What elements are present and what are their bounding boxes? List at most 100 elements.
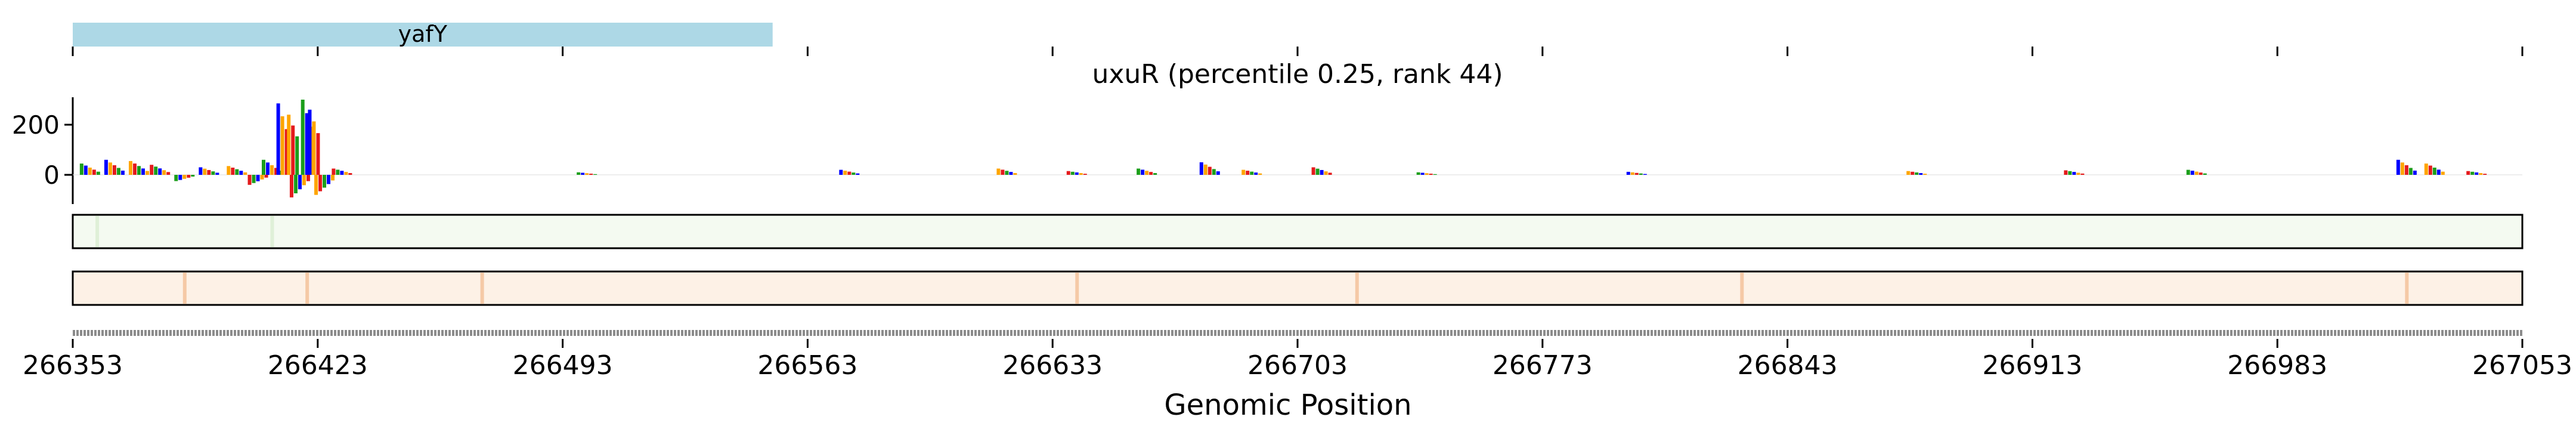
sequence-base: [1146, 330, 1148, 336]
sequence-base: [756, 330, 758, 336]
sequence-base: [1490, 330, 1492, 336]
sequence-base: [942, 330, 945, 336]
sequence-base: [398, 330, 401, 336]
signal-bar: [227, 166, 231, 175]
sequence-base: [2012, 330, 2014, 336]
signal-bar: [2404, 165, 2408, 175]
signal-bar: [295, 136, 299, 175]
sequence-base: [1049, 330, 1052, 336]
sequence-base: [1511, 330, 1513, 336]
sequence-base: [413, 330, 415, 336]
sequence-base: [1887, 330, 1889, 336]
sequence-base: [1701, 330, 1703, 336]
sequence-base: [863, 330, 866, 336]
sequence-base: [1325, 330, 1327, 336]
sequence-base: [1933, 330, 1936, 336]
sequence-base: [1021, 330, 1023, 336]
sequence-base: [982, 330, 984, 336]
sequence-base: [309, 330, 311, 336]
signal-bar: [1153, 173, 1157, 175]
signal-bar: [332, 168, 336, 175]
sequence-base: [1955, 330, 1957, 336]
sequence-base: [1075, 330, 1077, 336]
sequence-base: [831, 330, 834, 336]
sequence-base: [1286, 330, 1288, 336]
sequence-base: [634, 330, 637, 336]
sequence-base: [1851, 330, 1853, 336]
signal-bar: [2199, 172, 2203, 175]
sequence-base: [1007, 330, 1009, 336]
sequence-base: [1754, 330, 1757, 336]
sequence-base: [931, 330, 934, 336]
signal-bar: [266, 162, 270, 175]
sequence-base: [1236, 330, 1238, 336]
sequence-base: [2431, 330, 2433, 336]
sequence-base: [731, 330, 733, 336]
sequence-base: [2477, 330, 2479, 336]
sequence-base: [499, 330, 501, 336]
sequence-base: [1665, 330, 1667, 336]
sequence-base: [1647, 330, 1649, 336]
sequence-base: [2366, 330, 2368, 336]
sequence-base: [642, 330, 644, 336]
signal-bar: [1906, 171, 1911, 175]
sequence-base: [699, 330, 701, 336]
sequence-base: [656, 330, 658, 336]
sequence-base: [1107, 330, 1109, 336]
sequence-base: [1554, 330, 1556, 336]
sequence-base: [695, 330, 698, 336]
sequence-base: [1525, 330, 1528, 336]
sequence-base: [1515, 330, 1517, 336]
sequence-base: [2033, 330, 2036, 336]
sequence-base: [1575, 330, 1578, 336]
sequence-base: [366, 330, 369, 336]
sequence-base: [914, 330, 916, 336]
sequence-base: [237, 330, 240, 336]
sequence-base: [144, 330, 147, 336]
sequence-base: [1375, 330, 1377, 336]
sequence-base: [2116, 330, 2118, 336]
sequence-base: [1915, 330, 1918, 336]
sequence-base: [252, 330, 254, 336]
sequence-base: [187, 330, 190, 336]
sequence-base: [1668, 330, 1671, 336]
signal-bar: [1199, 162, 1203, 175]
sequence-base: [76, 330, 79, 336]
signal-bar: [2203, 173, 2207, 175]
sequence-base: [1028, 330, 1030, 336]
sequence-base: [1432, 330, 1435, 336]
sequence-base: [1264, 330, 1267, 336]
sequence-base: [1371, 330, 1374, 336]
sequence-base: [1468, 330, 1470, 336]
sequence-base: [2398, 330, 2401, 336]
sequence-base: [2248, 330, 2250, 336]
sequence-base: [871, 330, 873, 336]
sequence-base: [842, 330, 844, 336]
signal-bar: [581, 172, 585, 175]
sequence-base: [216, 330, 218, 336]
sequence-base: [298, 330, 301, 336]
sequence-base: [627, 330, 630, 336]
sequence-base: [2305, 330, 2308, 336]
signal-bar: [264, 175, 268, 178]
signal-bar: [1911, 171, 1915, 175]
sequence-base: [448, 330, 451, 336]
sequence-base: [799, 330, 801, 336]
sequence-base: [2005, 330, 2007, 336]
x-axis-label: Genomic Position: [1164, 388, 1411, 422]
sequence-base: [1772, 330, 1775, 336]
track-hotspot: [182, 273, 187, 304]
sequence-base: [1962, 330, 1964, 336]
sequence-base: [2252, 330, 2254, 336]
sequence-base: [1042, 330, 1045, 336]
sequence-base: [2456, 330, 2458, 336]
track-frame: [72, 214, 2524, 249]
sequence-base: [1747, 330, 1750, 336]
sequence-base: [1443, 330, 1445, 336]
sequence-base: [1175, 330, 1177, 336]
sequence-base: [2373, 330, 2376, 336]
sequence-base: [785, 330, 787, 336]
sequence-base: [2298, 330, 2301, 336]
signal-bar: [247, 175, 252, 185]
signal-bar: [293, 175, 298, 193]
